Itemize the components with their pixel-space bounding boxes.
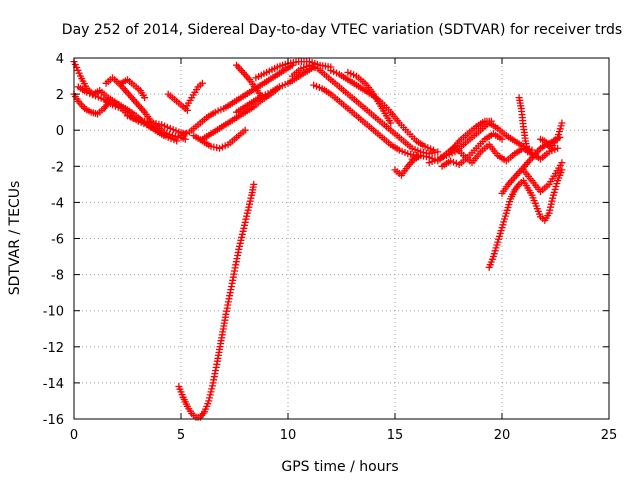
grid <box>74 58 609 419</box>
series-track-6 <box>124 112 189 138</box>
x-tick-label: 20 <box>494 428 511 443</box>
y-tick-label: 2 <box>56 88 64 103</box>
plus-markers <box>288 61 442 158</box>
y-tick-label: -6 <box>51 233 64 248</box>
data-points <box>70 58 566 421</box>
x-tick-label: 5 <box>177 428 185 443</box>
plus-markers <box>515 94 532 156</box>
series-track-25 <box>498 133 564 197</box>
series-track-18 <box>344 68 395 127</box>
plus-markers <box>124 112 189 138</box>
chart-title: Day 252 of 2014, Sidereal Day-to-day VTE… <box>62 22 622 38</box>
y-tick-label: -10 <box>43 305 64 320</box>
series-track-16 <box>310 81 420 159</box>
series-track-10 <box>190 126 249 152</box>
series-track-29 <box>175 180 258 421</box>
series-track-13 <box>233 61 266 102</box>
series-track-24 <box>485 166 566 271</box>
y-tick-label: -8 <box>51 269 64 284</box>
plus-markers <box>344 68 395 127</box>
plus-markers <box>537 119 566 152</box>
plus-markers <box>438 130 506 170</box>
y-tick-label: -4 <box>51 196 64 211</box>
plus-markers <box>519 159 566 196</box>
y-tick-label: -16 <box>43 413 64 428</box>
series-track-27 <box>519 159 566 196</box>
x-tick-label: 10 <box>280 428 297 443</box>
plus-markers <box>190 126 249 152</box>
y-tick-label: -14 <box>43 377 64 392</box>
y-tick-label: -12 <box>43 341 64 356</box>
y-tick-label: -2 <box>51 160 64 175</box>
y-tick-label: 0 <box>56 124 64 139</box>
plus-markers <box>233 61 266 102</box>
plus-markers <box>181 79 206 112</box>
series-track-5 <box>117 76 149 102</box>
series-track-26 <box>515 94 532 156</box>
x-axis-label: GPS time / hours <box>281 459 398 475</box>
series-track-15 <box>288 61 442 158</box>
y-axis-label: SDTVAR / TECUs <box>7 181 23 296</box>
plus-markers <box>498 133 564 197</box>
y-tick-label: 4 <box>56 52 64 67</box>
axis-ticks: 0 5 10 15 20 25 -16 -14 -12 -10 -8 -6 -4 -2 0 2 4 <box>43 52 618 443</box>
series-track-28 <box>537 119 566 152</box>
series-track-8 <box>181 79 206 112</box>
plus-markers <box>175 180 258 421</box>
x-tick-label: 25 <box>601 428 618 443</box>
series-track-23 <box>447 117 495 156</box>
plus-markers <box>310 81 420 159</box>
series-track-22 <box>438 130 506 170</box>
series-track-9 <box>177 61 296 140</box>
plus-markers <box>117 76 149 102</box>
plus-markers <box>447 117 495 156</box>
plus-markers <box>485 166 566 271</box>
x-tick-label: 0 <box>70 428 78 443</box>
x-tick-label: 15 <box>387 428 404 443</box>
plus-markers <box>177 61 296 140</box>
